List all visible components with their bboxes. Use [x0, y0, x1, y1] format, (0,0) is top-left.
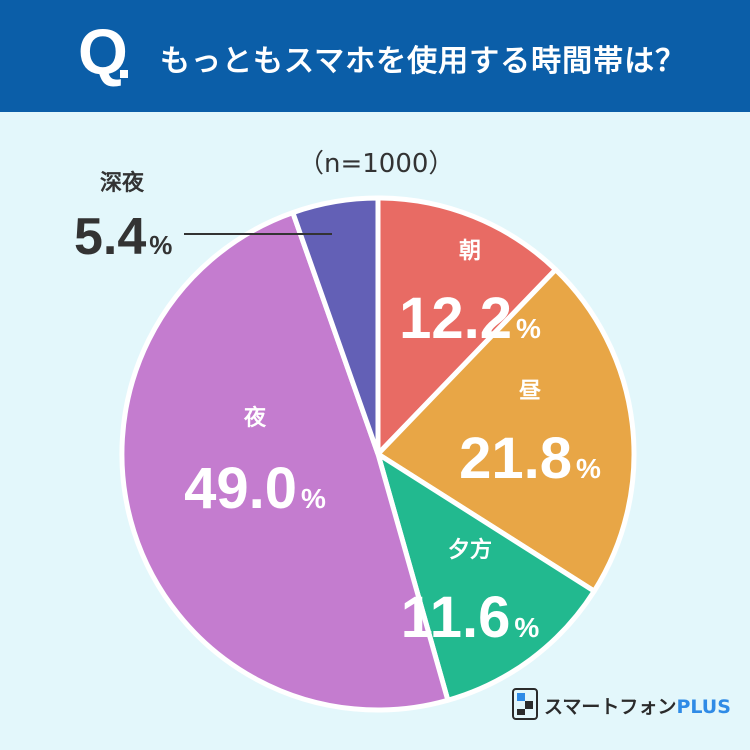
- slice-label-朝: 朝: [459, 238, 481, 264]
- slice-深夜: [290, 195, 381, 457]
- q-dot: [120, 70, 128, 78]
- page-title: もっともスマホを使用する時間帯は？: [160, 44, 687, 79]
- sample-size: （n=1000）: [298, 149, 455, 179]
- logo-text: スマートフォンPLUS: [544, 692, 731, 719]
- header-bar: Q もっともスマホを使用する時間帯は？: [0, 0, 750, 112]
- slice-value-夜: 49.0%: [184, 456, 326, 521]
- slice-label-夕方: 夕方: [448, 537, 492, 563]
- slice-value-朝: 12.2%: [399, 286, 541, 351]
- brand-logo: スマートフォンPLUS: [512, 686, 732, 724]
- slice-朝: [375, 195, 559, 457]
- slice-label-昼: 昼: [519, 379, 542, 404]
- slice-value-深夜: 5.4%: [74, 208, 172, 266]
- logo-plus: PLUS: [676, 696, 731, 718]
- slice-label-深夜: 深夜: [100, 170, 145, 196]
- slice-value-夕方: 11.6%: [401, 585, 540, 650]
- logo-brand: スマートフォン: [544, 696, 677, 718]
- logo-icon: [512, 688, 538, 720]
- q-label: Q: [78, 16, 128, 88]
- slice-夜: [119, 210, 451, 713]
- slice-昼: [375, 267, 637, 594]
- slice-value-昼: 21.8%: [459, 426, 601, 491]
- slice-label-夜: 夜: [243, 405, 267, 431]
